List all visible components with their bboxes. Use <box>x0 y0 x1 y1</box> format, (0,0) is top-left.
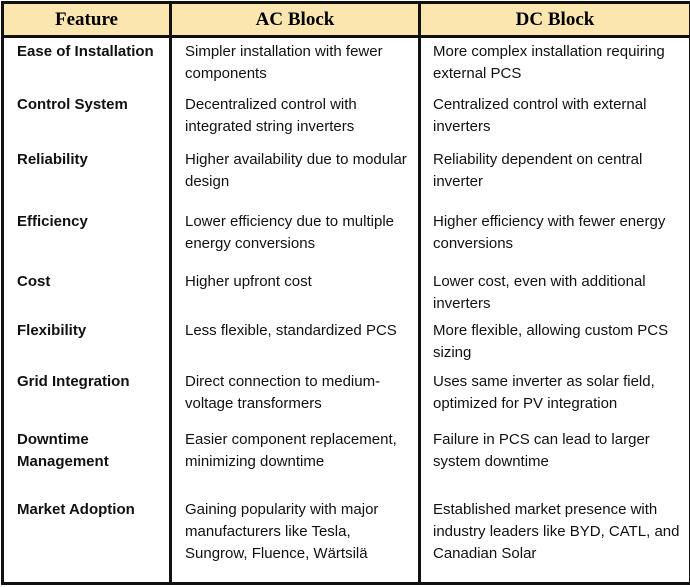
table-row: Flexibility Less flexible, standardized … <box>1 316 690 368</box>
dc-cell: Failure in PCS can lead to larger system… <box>418 425 690 496</box>
table-body: Ease of Installation Simpler installatio… <box>1 36 690 584</box>
table-header: Feature AC Block DC Block <box>1 2 690 38</box>
feature-cell: Ease of Installation <box>1 36 172 91</box>
ac-cell: Higher upfront cost <box>169 267 421 317</box>
feature-cell: Cost <box>1 267 172 317</box>
ac-cell: Decentralized control with integrated st… <box>169 90 421 146</box>
feature-cell: Reliability <box>1 145 172 208</box>
ac-cell: Less flexible, standardized PCS <box>169 316 421 368</box>
ac-cell: Higher availability due to modular desig… <box>169 145 421 208</box>
ac-cell: Direct connection to medium-voltage tran… <box>169 367 421 426</box>
feature-cell: Flexibility <box>1 316 172 368</box>
dc-cell: More complex installation requiring exte… <box>418 36 690 91</box>
table-row: Reliability Higher availability due to m… <box>1 145 690 208</box>
dc-cell: Reliability dependent on central inverte… <box>418 145 690 208</box>
ac-cell: Simpler installation with fewer componen… <box>169 36 421 91</box>
table-row: Ease of Installation Simpler installatio… <box>1 36 690 91</box>
table-row: Market Adoption Gaining popularity with … <box>1 495 690 584</box>
header-dc-block: DC Block <box>418 2 690 38</box>
dc-cell: Higher efficiency with fewer energy conv… <box>418 207 690 268</box>
dc-cell: More flexible, allowing custom PCS sizin… <box>418 316 690 368</box>
ac-cell: Lower efficiency due to multiple energy … <box>169 207 421 268</box>
header-row: Feature AC Block DC Block <box>1 2 690 38</box>
ac-cell: Easier component replacement, minimizing… <box>169 425 421 496</box>
header-ac-block: AC Block <box>169 2 421 38</box>
dc-cell: Uses same inverter as solar field, optim… <box>418 367 690 426</box>
dc-cell: Established market presence with industr… <box>418 495 690 584</box>
table-row: Control System Decentralized control wit… <box>1 90 690 146</box>
table-row: Grid Integration Direct connection to me… <box>1 367 690 426</box>
table-row: Cost Higher upfront cost Lower cost, eve… <box>1 267 690 317</box>
table-row: Efficiency Lower efficiency due to multi… <box>1 207 690 268</box>
header-feature: Feature <box>1 2 172 38</box>
feature-cell: Downtime Management <box>1 425 172 496</box>
ac-cell: Gaining popularity with major manufactur… <box>169 495 421 584</box>
feature-cell: Market Adoption <box>1 495 172 584</box>
table-row: Downtime Management Easier component rep… <box>1 425 690 496</box>
dc-cell: Lower cost, even with additional inverte… <box>418 267 690 317</box>
feature-cell: Efficiency <box>1 207 172 268</box>
feature-cell: Grid Integration <box>1 367 172 426</box>
dc-cell: Centralized control with external invert… <box>418 90 690 146</box>
feature-cell: Control System <box>1 90 172 146</box>
